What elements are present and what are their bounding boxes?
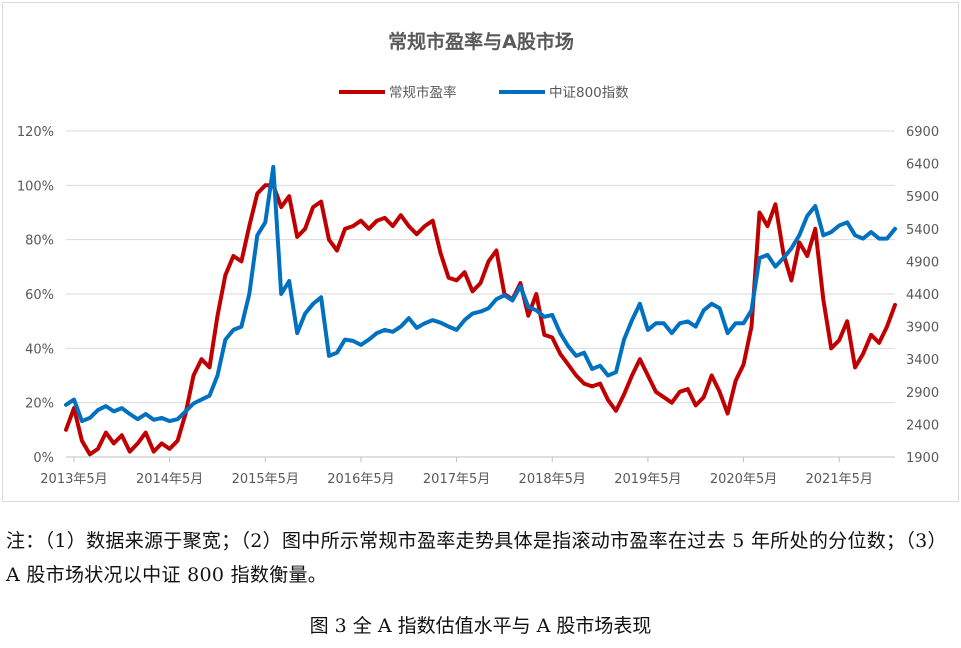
y-right-tick-label: 4400 — [906, 288, 939, 303]
y-left-tick-label: 20% — [25, 397, 54, 412]
y-right-tick-label: 6400 — [906, 158, 939, 173]
series-line-pe-percentile — [64, 183, 897, 457]
x-tick-label: 2016年5月 — [327, 472, 394, 487]
x-tick-label: 2020年5月 — [710, 472, 777, 487]
y-right-tick-label: 2900 — [906, 386, 939, 401]
y-right-tick-label: 1900 — [906, 451, 939, 466]
y-left-tick-label: 120% — [17, 125, 54, 140]
legend-label-pe: 常规市盈率 — [389, 84, 457, 101]
axis-labels: 0% 20% 40% 60% 80% 100% 120% 1900 2400 2900 3400 39… — [17, 125, 939, 487]
footnote: 注：（1）数据来源于聚宽；（2）图中所示常规市盈率走势具体是指滚动市盈率在过去 … — [6, 530, 947, 586]
y-right-tick-label: 3400 — [906, 353, 939, 368]
x-tick-label: 2013年5月 — [40, 472, 107, 487]
y-right-tick-label: 6900 — [906, 125, 939, 140]
x-tick-label: 2015年5月 — [232, 472, 299, 487]
y-left-tick-label: 40% — [25, 342, 54, 357]
x-tick-label: 2019年5月 — [614, 472, 681, 487]
series-line-csi800 — [64, 164, 897, 424]
legend-label-index: 中证800指数 — [549, 85, 629, 101]
x-tick-label: 2018年5月 — [519, 472, 586, 487]
y-left-tick-label: 100% — [17, 179, 54, 194]
x-tick-label: 2021年5月 — [806, 472, 873, 487]
y-left-tick-label: 60% — [25, 288, 54, 303]
x-tick-label: 2014年5月 — [136, 472, 203, 487]
y-right-tick-label: 5400 — [906, 223, 939, 238]
y-right-tick-label: 3900 — [906, 321, 939, 336]
figure-caption: 图 3 全 A 指数估值水平与 A 股市场表现 — [309, 615, 652, 637]
y-left-tick-label: 0% — [33, 451, 54, 466]
chart-title: 常规市盈率与A股市场 — [388, 30, 574, 53]
y-right-tick-label: 2400 — [906, 418, 939, 433]
y-right-tick-label: 4900 — [906, 255, 939, 270]
series-lines — [64, 164, 897, 457]
gridlines — [66, 130, 895, 462]
legend: 常规市盈率 中证800指数 — [339, 84, 629, 101]
y-left-tick-label: 80% — [25, 234, 54, 249]
line-chart: 0% 20% 40% 60% 80% 100% 120% 1900 2400 2900 3400 39… — [17, 30, 939, 487]
x-tick-label: 2017年5月 — [423, 472, 490, 487]
y-right-tick-label: 5900 — [906, 190, 939, 205]
